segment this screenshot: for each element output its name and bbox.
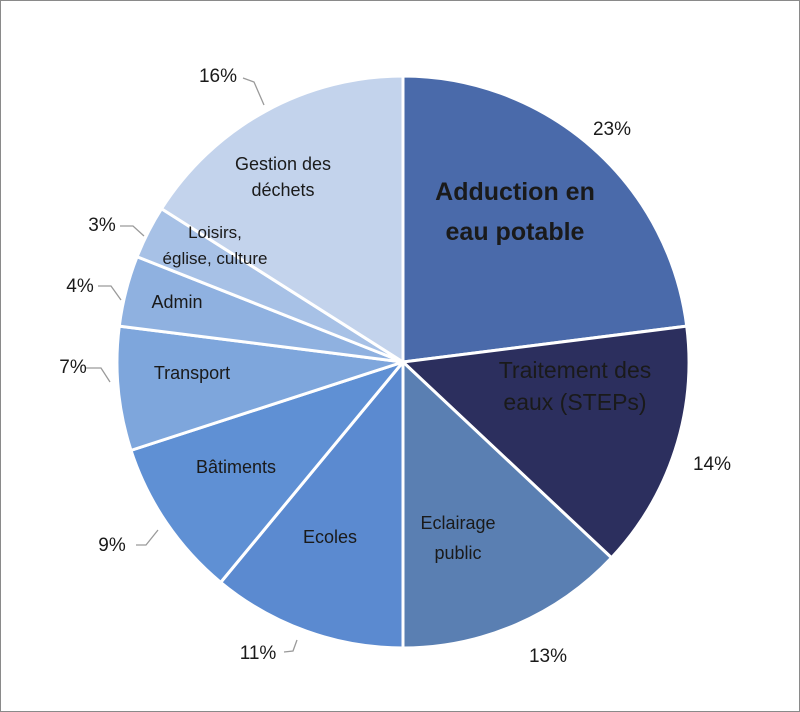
percent-label-gestion-des-dechets: 16% xyxy=(199,66,237,87)
percent-label-ecoles: 11% xyxy=(240,643,277,664)
pie-slices xyxy=(115,74,691,650)
slice-label-traitement-des-eaux-steps: Traitement des eaux (STEPs) xyxy=(499,357,652,415)
slice-label-eclairage-public: Eclairage public xyxy=(420,513,495,563)
leader-line-gestion-des-dechets xyxy=(242,77,265,106)
percent-label-loisirs-eglise-culture: 3% xyxy=(88,215,116,236)
pie-slice-gestion-des-dechets xyxy=(160,74,405,364)
pie-slice-adduction-en-eau-potable xyxy=(401,74,689,364)
pie-slice-ecoles xyxy=(219,360,405,650)
pie-slice-traitement-des-eaux-steps xyxy=(401,324,691,560)
pie-labels: Adduction en eau potable 23% Traitement des… xyxy=(59,66,731,667)
slice-label-transport: Transport xyxy=(154,363,230,383)
percent-label-batiments: 9% xyxy=(98,535,126,556)
slice-label-gestion-des-dechets: Gestion des déchets xyxy=(235,154,331,200)
slice-label-batiments: Bâtiments xyxy=(196,457,276,477)
pie-slice-batiments xyxy=(129,360,405,584)
percent-label-admin: 4% xyxy=(66,276,94,297)
leader-line-ecoles xyxy=(283,639,298,653)
leader-line-admin xyxy=(98,285,122,301)
leader-line-transport xyxy=(86,367,111,383)
pie-slice-eclairage-public xyxy=(401,360,613,650)
slice-label-loisirs-eglise-culture: Loisirs, église, culture xyxy=(163,223,268,268)
pie-slice-transport xyxy=(115,324,405,452)
leader-line-batiments xyxy=(136,529,159,546)
percent-label-traitement-des-eaux-steps: 14% xyxy=(693,454,731,475)
leader-line-loisirs-eglise-culture xyxy=(120,225,145,237)
percent-label-transport: 7% xyxy=(59,357,87,378)
percent-label-adduction-en-eau-potable: 23% xyxy=(593,119,631,140)
slice-label-ecoles: Ecoles xyxy=(303,527,357,547)
slice-label-adduction-en-eau-potable: Adduction en eau potable xyxy=(435,178,595,246)
slice-label-admin: Admin xyxy=(151,292,202,312)
percent-label-eclairage-public: 13% xyxy=(529,646,567,667)
